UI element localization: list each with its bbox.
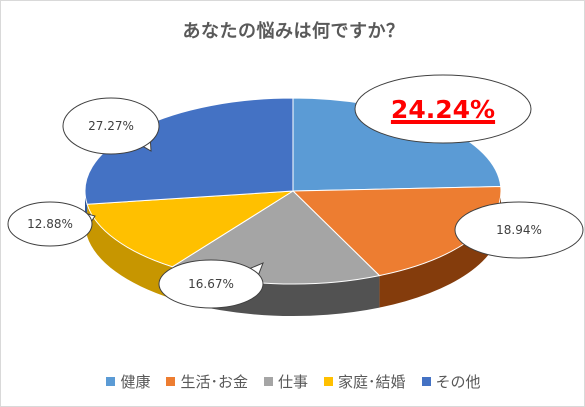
data-label-bubble-2	[158, 259, 264, 309]
data-label-join-1	[464, 214, 473, 229]
data-label-join-3	[82, 213, 88, 228]
data-label-4: 27.27%	[62, 97, 160, 155]
legend-label-4: その他	[435, 373, 481, 391]
legend-swatch-2	[263, 377, 273, 386]
data-label-1: 18.94%	[454, 201, 584, 259]
legend-swatch-0	[106, 377, 116, 386]
data-label-text-4: 27.27%	[88, 119, 134, 133]
data-label-bubble-3	[7, 201, 93, 247]
legend-label-2: 仕事	[277, 373, 308, 391]
legend-label-0: 健康	[120, 373, 151, 391]
legend-item-0: 健康	[106, 371, 150, 392]
chart-title: あなたの悩みは何ですか？	[182, 21, 405, 42]
data-label-0: 24.24%	[354, 74, 532, 144]
pie-chart: 24.24% 18.94% 16.67% 12.88% 27.27%	[7, 74, 584, 317]
data-label-2: 16.67%	[158, 259, 264, 309]
pie-data-labels: 24.24% 18.94% 16.67% 12.88% 27.27%	[7, 74, 584, 309]
data-label-text-1: 18.94%	[496, 223, 542, 237]
legend-label-3: 家庭･結婚	[338, 373, 406, 391]
pie-slice-3	[86, 190, 294, 268]
legend: 健康 生活･お金 仕事 家庭･結婚 その他	[1, 371, 585, 392]
legend-item-1: 生活･お金	[166, 371, 248, 392]
legend-swatch-4	[421, 377, 431, 386]
data-label-text-0: 24.24%	[391, 95, 495, 124]
data-label-bubble-1	[454, 201, 584, 259]
data-label-join-0	[366, 107, 373, 122]
data-label-text-3: 12.88%	[27, 217, 73, 231]
data-label-3: 12.88%	[7, 201, 96, 247]
data-label-join-2	[248, 269, 256, 284]
data-label-bubble-0	[354, 74, 532, 144]
legend-swatch-1	[166, 377, 176, 386]
pie-side-1	[379, 191, 501, 308]
data-label-bubble-4	[62, 97, 160, 155]
legend-item-3: 家庭･結婚	[324, 371, 406, 392]
legend-label-1: 生活･お金	[180, 373, 248, 391]
data-label-text-2: 16.67%	[188, 277, 234, 291]
legend-swatch-3	[324, 377, 333, 386]
legend-item-4: その他	[421, 371, 481, 392]
legend-item-2: 仕事	[263, 371, 308, 392]
data-label-join-4	[140, 132, 151, 146]
pie-side-3	[87, 204, 173, 299]
